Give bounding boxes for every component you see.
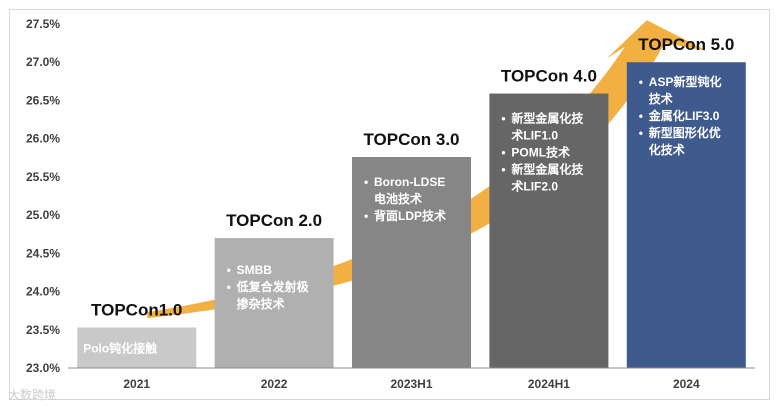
bar-title: TOPCon1.0 xyxy=(91,300,182,319)
bar-title: TOPCon 5.0 xyxy=(638,35,734,54)
bar-item-text: Polo钝化接触 xyxy=(83,341,157,356)
bullet-icon: • xyxy=(227,263,231,277)
bar-title: TOPCon 4.0 xyxy=(501,67,597,86)
bullet-icon: • xyxy=(364,209,368,223)
y-tick-label: 24.0% xyxy=(26,285,60,299)
x-tick-label: 2021 xyxy=(123,377,150,391)
bar-item-text: ASP新型钝化 xyxy=(649,74,722,89)
y-tick-label: 23.0% xyxy=(26,361,60,375)
chart-frame xyxy=(9,9,770,400)
bullet-icon: • xyxy=(639,75,643,89)
y-tick-label: 27.5% xyxy=(26,17,60,31)
x-tick-label: 2022 xyxy=(261,377,288,391)
bar-item-text: 新型金属化技 xyxy=(511,111,584,126)
bar-2021 xyxy=(77,327,197,368)
bar-item-text: 新型金属化技 xyxy=(511,162,584,177)
bar-item-text: 新型图形化优 xyxy=(649,125,721,140)
bar-2022 xyxy=(214,238,334,368)
bullet-icon: • xyxy=(639,109,643,123)
bar-item-text: 术LIF2.0 xyxy=(510,179,558,194)
bar-item-text: 术LIF1.0 xyxy=(510,128,558,143)
bullet-icon: • xyxy=(364,175,368,189)
bar-item-text: 低复合发射极 xyxy=(236,279,310,294)
bar-2024 xyxy=(626,62,746,368)
watermark: 大数跨境 xyxy=(8,388,57,402)
bullet-icon: • xyxy=(501,112,505,126)
bar-item-text: 技术 xyxy=(649,91,673,106)
bullet-icon: • xyxy=(227,280,231,294)
bar-item-text: 金属化LIF3.0 xyxy=(648,108,720,123)
y-tick-label: 27.0% xyxy=(26,55,60,69)
x-tick-label: 2024 xyxy=(673,377,700,391)
x-tick-label: 2023H1 xyxy=(390,377,432,391)
bar-title: TOPCon 2.0 xyxy=(226,211,322,230)
bar-item-text: 电池技术 xyxy=(374,191,422,206)
y-tick-label: 23.5% xyxy=(26,323,60,337)
growth-arrow xyxy=(147,20,707,319)
bar-item-text: SMBB xyxy=(237,263,273,277)
y-tick-label: 24.5% xyxy=(26,246,60,260)
bar-item-text: 化技术 xyxy=(649,142,685,157)
bar-2024h1 xyxy=(489,93,609,368)
y-tick-label: 25.0% xyxy=(26,208,60,222)
bar-item-text: Boron-LDSE xyxy=(374,175,445,189)
bullet-icon: • xyxy=(639,126,643,140)
y-tick-label: 25.5% xyxy=(26,170,60,184)
bar-item-text: 背面LDP技术 xyxy=(374,208,446,223)
bar-item-text: POML技术 xyxy=(511,145,570,160)
bar-2023h1 xyxy=(352,157,471,368)
x-tick-label: 2024H1 xyxy=(528,377,570,391)
bar-item-text: 掺杂技术 xyxy=(237,296,285,311)
bar-title: TOPCon 3.0 xyxy=(363,130,459,149)
y-tick-label: 26.0% xyxy=(26,132,60,146)
y-tick-label: 26.5% xyxy=(26,93,60,107)
bullet-icon: • xyxy=(501,146,505,160)
bullet-icon: • xyxy=(501,163,505,177)
